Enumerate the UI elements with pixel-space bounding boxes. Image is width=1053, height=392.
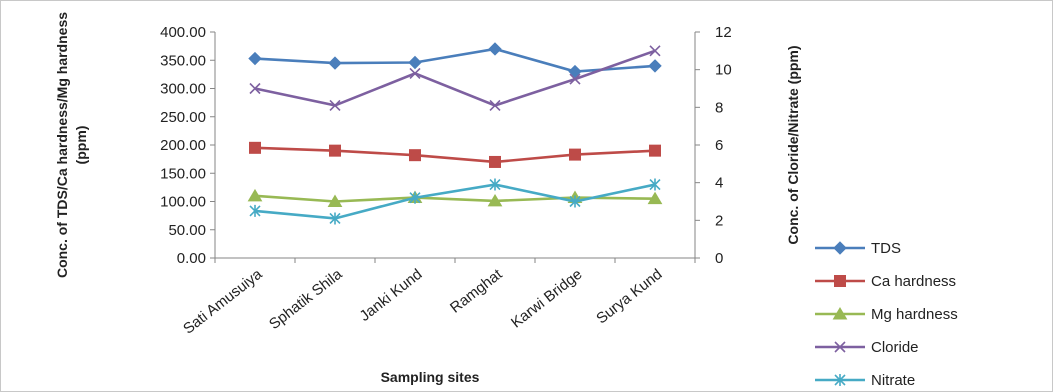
legend-swatch-marker [834,341,846,353]
data-point-nitrate [409,191,421,204]
legend-item-ca-hardness: Ca hardness [815,273,956,290]
legend-label: TDS [871,240,901,257]
legend-swatch-marker [834,275,846,287]
data-point-nitrate [569,195,581,208]
data-point-mg-hardness [487,193,503,207]
y-left-tick-label: 200.00 [160,137,206,154]
data-point-mg-hardness [327,194,343,207]
data-point-nitrate [249,204,261,217]
legend-label: Cloride [871,339,919,356]
data-point-cloride [409,67,421,79]
y-left-tick-label: 400.00 [160,24,206,41]
data-point-ca-hardness [409,149,421,162]
series-ca-hardness [249,141,661,168]
legend-item-cloride: Cloride [815,339,919,356]
y-right-tick-label: 2 [715,212,723,229]
legend-swatch-marker [832,307,848,320]
series-cloride [249,45,661,112]
y-right-tick-label: 0 [715,250,723,267]
data-point-mg-hardness [247,188,263,202]
series-nitrate [249,178,661,225]
y-left-tick-label: 300.00 [160,81,206,98]
data-point-tds [488,42,502,56]
y-right-tick-label: 6 [715,137,723,154]
data-point-cloride [649,45,661,57]
data-point-ca-hardness [249,141,261,154]
legend-label: Ca hardness [871,273,956,290]
y-right-tick-label: 10 [715,62,732,79]
y-right-tick-label: 4 [715,175,723,192]
data-point-nitrate [329,212,341,225]
data-point-cloride [249,82,261,95]
y-left-tick-label: 250.00 [160,109,206,126]
data-point-tds [568,64,582,79]
data-point-nitrate [489,178,501,191]
y-left-tick-label: 150.00 [160,165,206,182]
legend-label: Mg hardness [871,306,958,323]
series-line-cloride [254,49,656,107]
data-point-tds [328,56,342,70]
legend-item-tds: TDS [815,240,901,257]
data-point-cloride [489,99,501,112]
data-point-ca-hardness [329,144,341,157]
legend: TDS Ca hardness Mg hardness Cloride Nitrate [815,240,958,389]
legend-swatch-marker [833,241,847,255]
data-point-tds [648,59,662,73]
series-line-ca-hardness [254,146,656,164]
y-right-tick-label: 8 [715,99,723,116]
y-left-tick-label: 50.00 [168,222,206,239]
y-axis-right-title: Conc. of Cloride/Nitrate (ppm) [785,45,801,244]
legend-item-mg-hardness: Mg hardness [815,306,958,323]
data-point-ca-hardness [569,148,581,161]
y-left-tick-label: 350.00 [160,52,206,69]
data-point-ca-hardness [649,144,661,157]
x-axis-title: Sampling sites [381,369,480,385]
data-point-mg-hardness [647,191,663,205]
legend-swatch-marker [834,374,846,386]
y-axis-left-title-line2: (ppm) [73,126,89,165]
y-left-tick-label: 0.00 [177,250,206,267]
y-right-tick-label: 12 [715,24,732,41]
data-point-tds [408,55,422,70]
legend-label: Nitrate [871,372,915,389]
series-layer [247,42,663,225]
data-point-cloride [329,99,341,112]
y-left-tick-label: 100.00 [160,194,206,211]
series-line-nitrate [254,183,656,220]
legend-item-nitrate: Nitrate [815,372,915,389]
data-point-cloride [569,73,581,85]
series-tds [248,42,662,79]
y-axis-left-title-line1: Conc. of TDS/Ca hardness/Mg hardness [54,12,70,278]
data-point-nitrate [649,178,661,191]
data-point-tds [248,51,262,66]
data-point-ca-hardness [489,155,501,168]
series-line-tds [254,47,656,73]
